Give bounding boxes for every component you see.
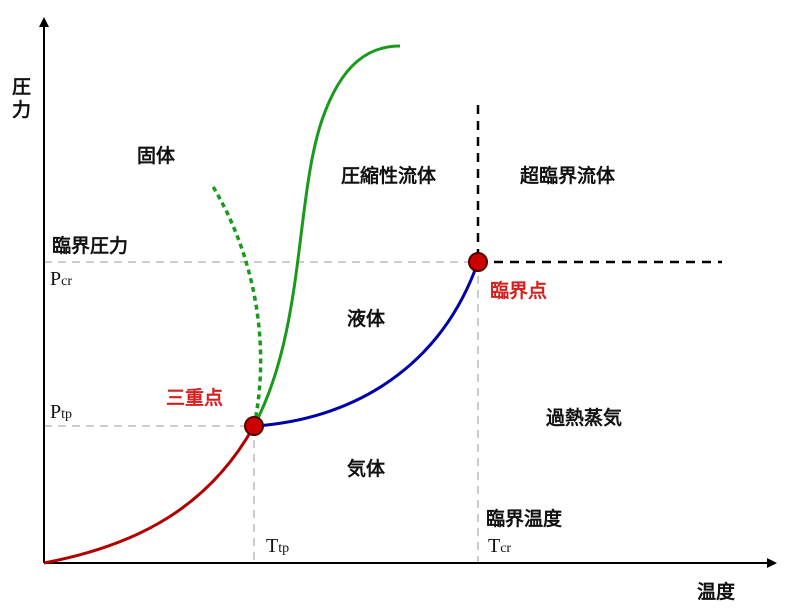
region-label: 液体 — [347, 307, 386, 330]
region-label: 気体 — [347, 457, 386, 480]
guide-lines — [44, 261, 479, 563]
sublimation-curve — [43, 425, 256, 565]
region-label: 固体 — [137, 144, 176, 167]
symbol: Ptp — [50, 401, 72, 423]
symbol: Tcr — [488, 535, 511, 557]
region-label: 過熱蒸気 — [546, 406, 622, 429]
triple-point — [244, 416, 264, 436]
symbol: Ttp — [266, 535, 289, 557]
symbol-sub: tp — [278, 541, 289, 556]
label: 臨界温度 — [486, 507, 563, 530]
y-label: 力 — [12, 98, 31, 121]
symbol-main: P — [50, 268, 61, 290]
vaporization-curve — [253, 261, 480, 428]
melting-curve — [252, 44, 401, 427]
point-label: 三重点 — [166, 387, 223, 409]
label: 臨界圧力 — [52, 234, 128, 257]
symbol-main: T — [488, 535, 500, 557]
supercritical-bounds — [476, 105, 722, 264]
y-label: 圧 — [12, 76, 31, 98]
critical-point — [468, 252, 488, 272]
point-label: 臨界点 — [490, 279, 547, 302]
x-label: 温度 — [697, 580, 736, 603]
symbol-main: P — [50, 401, 61, 423]
symbol: Pcr — [50, 268, 72, 290]
symbol-main: T — [266, 535, 278, 557]
region-label: 超臨界流体 — [519, 164, 616, 187]
region-label: 圧縮性流体 — [341, 164, 437, 187]
symbol-sub: cr — [61, 274, 72, 289]
symbol-sub: tp — [61, 407, 72, 422]
symbol-sub: cr — [500, 541, 511, 556]
melting-curve-anomalous — [210, 184, 263, 427]
